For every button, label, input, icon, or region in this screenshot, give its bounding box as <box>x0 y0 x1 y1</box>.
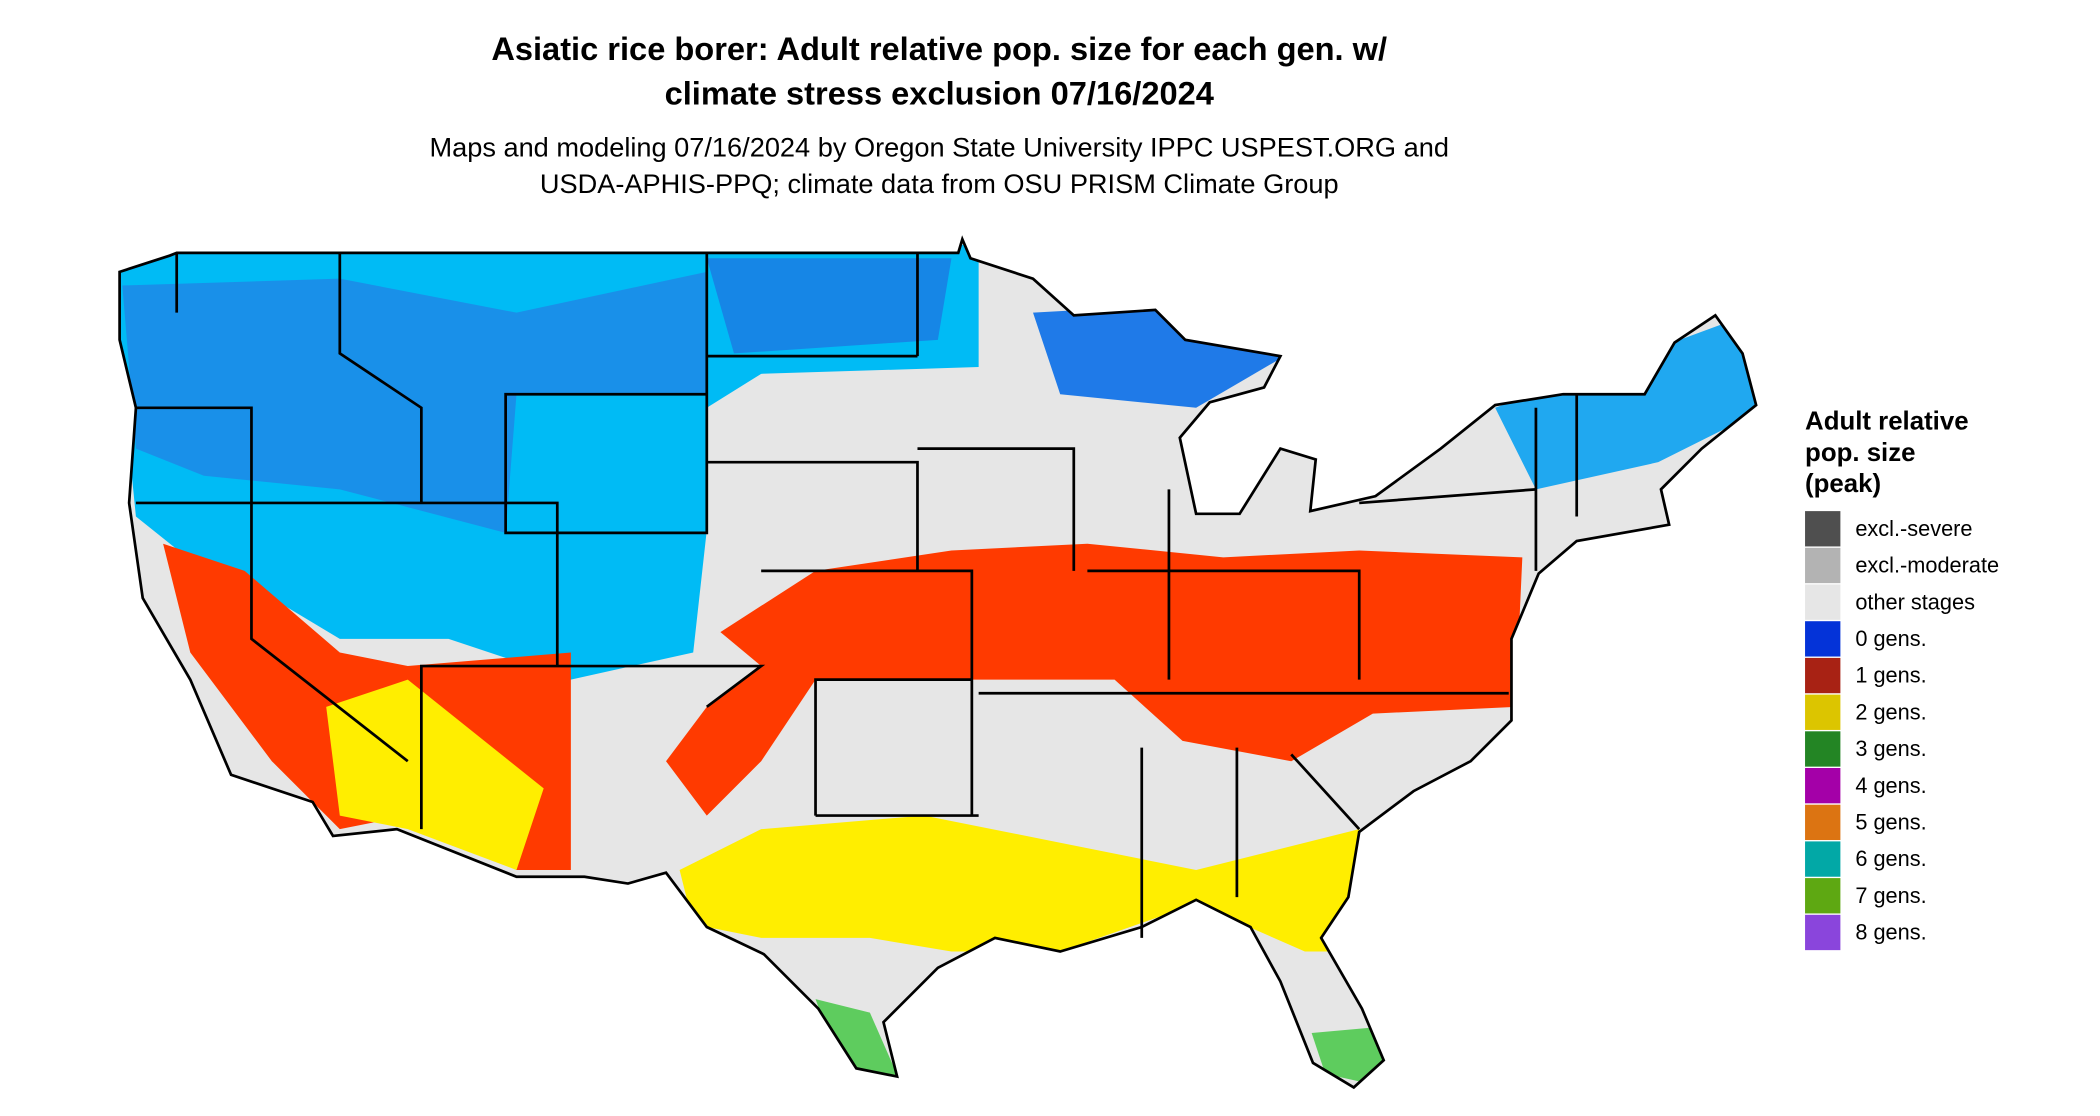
legend-swatch <box>1805 878 1841 914</box>
legend-label: excl.-severe <box>1855 516 1972 541</box>
region-cyan <box>1495 312 1757 490</box>
state-borders <box>118 237 1758 1089</box>
legend-swatch <box>1805 731 1841 767</box>
title-line: climate stress exclusion 07/16/2024 <box>665 75 1214 112</box>
region-blue <box>1033 305 1285 408</box>
legend-label: 6 gens. <box>1855 846 1926 871</box>
legend-swatch <box>1805 657 1841 694</box>
region-yellow <box>679 815 1373 952</box>
legend-swatch <box>1805 804 1841 841</box>
legend-label: 2 gens. <box>1855 699 1926 724</box>
legend-title: pop. size <box>1805 439 1915 467</box>
legend-title: Adult relative <box>1805 408 1969 436</box>
legend-label: 0 gens. <box>1855 626 1926 651</box>
region-green <box>815 999 900 1081</box>
legend-swatch <box>1805 511 1841 547</box>
legend-swatch <box>1805 694 1841 730</box>
legend-swatch <box>1805 768 1841 804</box>
gen-regions <box>119 244 1757 1088</box>
legend-label: 3 gens. <box>1855 736 1926 761</box>
legend-swatch <box>1805 547 1841 584</box>
region-blue <box>706 258 952 354</box>
subtitle-line: USDA-APHIS-PPQ; climate data from OSU PR… <box>540 168 1339 199</box>
legend-label: 4 gens. <box>1855 773 1926 798</box>
legend-label: 8 gens. <box>1855 920 1926 945</box>
legend-swatch <box>1805 584 1841 620</box>
legend-label: 5 gens. <box>1855 809 1926 834</box>
region-green <box>1311 1026 1387 1088</box>
title-line: Asiatic rice borer: Adult relative pop. … <box>491 30 1387 67</box>
legend: excl.-severe excl.-moderate other stages 0 … <box>1805 511 1999 951</box>
legend-swatch <box>1805 914 1841 951</box>
legend-swatch <box>1805 841 1841 877</box>
legend-label: excl.-moderate <box>1855 553 1999 578</box>
legend-swatch <box>1805 621 1841 657</box>
legend-label: 1 gens. <box>1855 663 1926 688</box>
legend-label: 7 gens. <box>1855 883 1926 908</box>
subtitle-line: Maps and modeling 07/16/2024 by Oregon S… <box>429 131 1448 162</box>
legend-title: (peak) <box>1805 470 1881 498</box>
legend-label: other stages <box>1855 589 1975 614</box>
region-yellow <box>326 679 544 870</box>
